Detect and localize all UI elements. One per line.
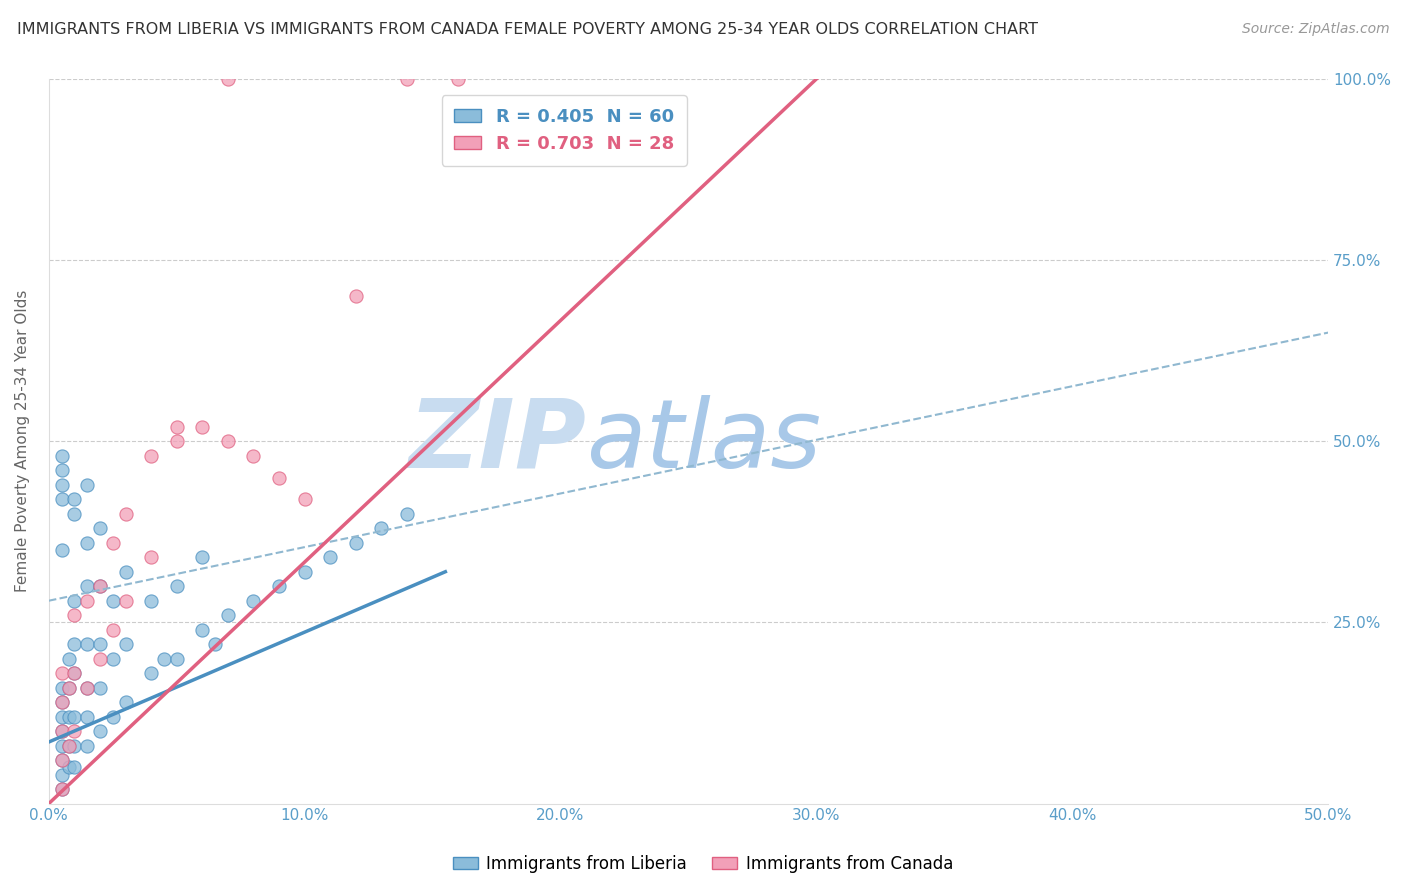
Point (76, 477, 98, 491)
Point (114, 593, 136, 607)
Point (58, 709, 80, 723)
Point (139, 449, 162, 463)
Point (447, 72, 470, 87)
Point (76, 637, 98, 651)
Point (51, 739, 73, 753)
Point (51, 492, 73, 507)
Text: Source: ZipAtlas.com: Source: ZipAtlas.com (1241, 22, 1389, 37)
Point (51, 543, 73, 558)
Point (153, 651, 176, 665)
Point (395, 72, 418, 87)
Point (51, 695, 73, 709)
Point (51, 724, 73, 739)
Point (63, 709, 86, 723)
Point (114, 565, 136, 579)
Point (89, 724, 111, 739)
Point (63, 637, 86, 651)
Point (344, 289, 367, 303)
Point (204, 637, 226, 651)
Text: atlas: atlas (586, 395, 821, 488)
Point (242, 449, 264, 463)
Point (63, 666, 86, 681)
Point (51, 767, 73, 781)
Point (51, 666, 73, 681)
Point (63, 507, 86, 521)
Point (76, 681, 98, 695)
Point (114, 695, 136, 709)
Point (191, 419, 214, 434)
Point (166, 651, 188, 665)
Point (76, 709, 98, 723)
Point (101, 623, 124, 637)
Point (63, 593, 86, 607)
Point (63, 724, 86, 739)
Point (370, 521, 392, 535)
Point (319, 550, 342, 565)
Point (139, 550, 162, 565)
Point (51, 753, 73, 767)
Point (217, 434, 239, 449)
Point (114, 507, 136, 521)
Point (51, 681, 73, 695)
Point (89, 681, 111, 695)
Point (395, 507, 418, 521)
Point (76, 739, 98, 753)
Point (89, 637, 111, 651)
Point (76, 579, 98, 593)
Point (58, 739, 80, 753)
Point (51, 709, 73, 723)
Point (89, 579, 111, 593)
Point (217, 608, 239, 623)
Point (166, 419, 188, 434)
Point (76, 535, 98, 549)
Point (101, 535, 124, 549)
Point (166, 434, 188, 449)
Point (58, 739, 80, 753)
Point (101, 709, 124, 723)
Point (101, 593, 124, 607)
Point (242, 593, 264, 607)
Point (51, 782, 73, 797)
Point (58, 681, 80, 695)
Point (191, 623, 214, 637)
Point (101, 651, 124, 665)
Text: IMMIGRANTS FROM LIBERIA VS IMMIGRANTS FROM CANADA FEMALE POVERTY AMONG 25-34 YEA: IMMIGRANTS FROM LIBERIA VS IMMIGRANTS FR… (17, 22, 1038, 37)
Point (51, 753, 73, 767)
Point (294, 565, 316, 579)
Point (76, 593, 98, 607)
Point (51, 449, 73, 463)
Point (63, 492, 86, 507)
Point (139, 666, 162, 681)
Point (58, 760, 80, 774)
Point (51, 724, 73, 739)
Point (63, 666, 86, 681)
Legend: Immigrants from Liberia, Immigrants from Canada: Immigrants from Liberia, Immigrants from… (447, 848, 959, 880)
Point (51, 463, 73, 477)
Text: ZIP: ZIP (408, 395, 586, 488)
Point (89, 651, 111, 665)
Point (51, 782, 73, 797)
Point (344, 535, 367, 549)
Point (63, 739, 86, 753)
Point (114, 637, 136, 651)
Point (58, 681, 80, 695)
Point (63, 760, 86, 774)
Point (267, 470, 290, 484)
Point (76, 681, 98, 695)
Point (139, 593, 162, 607)
Point (51, 695, 73, 709)
Point (166, 579, 188, 593)
Point (89, 521, 111, 535)
Point (191, 550, 214, 565)
Point (58, 651, 80, 665)
Point (89, 579, 111, 593)
Point (267, 579, 290, 593)
Point (63, 608, 86, 623)
Point (294, 492, 316, 507)
Y-axis label: Female Poverty Among 25-34 Year Olds: Female Poverty Among 25-34 Year Olds (15, 290, 30, 592)
Legend: R = 0.405  N = 60, R = 0.703  N = 28: R = 0.405 N = 60, R = 0.703 N = 28 (441, 95, 686, 166)
Point (51, 477, 73, 491)
Point (217, 72, 239, 87)
